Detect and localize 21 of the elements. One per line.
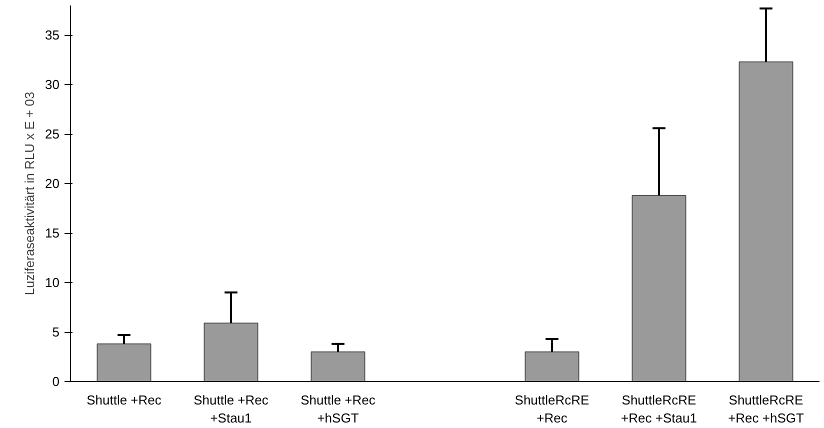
y-tick-label: 25 (45, 126, 60, 142)
bar (204, 322, 258, 382)
y-tick-label: 35 (45, 28, 60, 43)
bar (738, 61, 794, 382)
bar (96, 343, 152, 382)
bar (632, 194, 686, 382)
y-tick-label: 15 (45, 226, 60, 241)
y-tick-label: 10 (45, 275, 60, 290)
bar (310, 351, 366, 382)
y-axis-title: Luziferaseaktivitärt in RLU x E + 03 (22, 92, 38, 296)
x-tick-label: ShuttleRcRE +Rec +hSGT (728, 392, 804, 426)
x-tick-label: ShuttleRcRE +Rec (514, 392, 590, 426)
y-tick-label: 0 (52, 374, 60, 389)
x-tick-label: Shuttle +Rec +hSGT (300, 392, 376, 426)
y-tick-label: 5 (52, 324, 60, 340)
y-tick-label: 20 (45, 176, 60, 192)
bar (524, 351, 580, 382)
x-tick-label: Shuttle +Rec (86, 392, 162, 408)
y-tick-label: 30 (45, 77, 60, 92)
x-tick-label: ShuttleRcRE +Rec +Stau1 (621, 392, 697, 426)
x-tick-label: Shuttle +Rec +Stau1 (194, 392, 269, 426)
